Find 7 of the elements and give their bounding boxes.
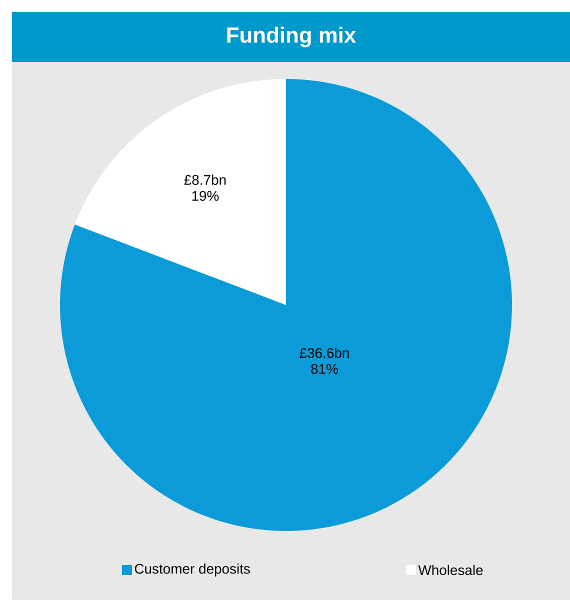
chart-title: Funding mix — [227, 26, 356, 48]
legend-label: Customer deposits — [134, 563, 250, 576]
text: 81% — [311, 364, 338, 374]
data-label: £8.7bn — [184, 174, 226, 185]
text: 19% — [192, 190, 219, 201]
legend-label: Wholesale — [418, 564, 483, 576]
data-label: £36.6bn — [300, 348, 349, 358]
